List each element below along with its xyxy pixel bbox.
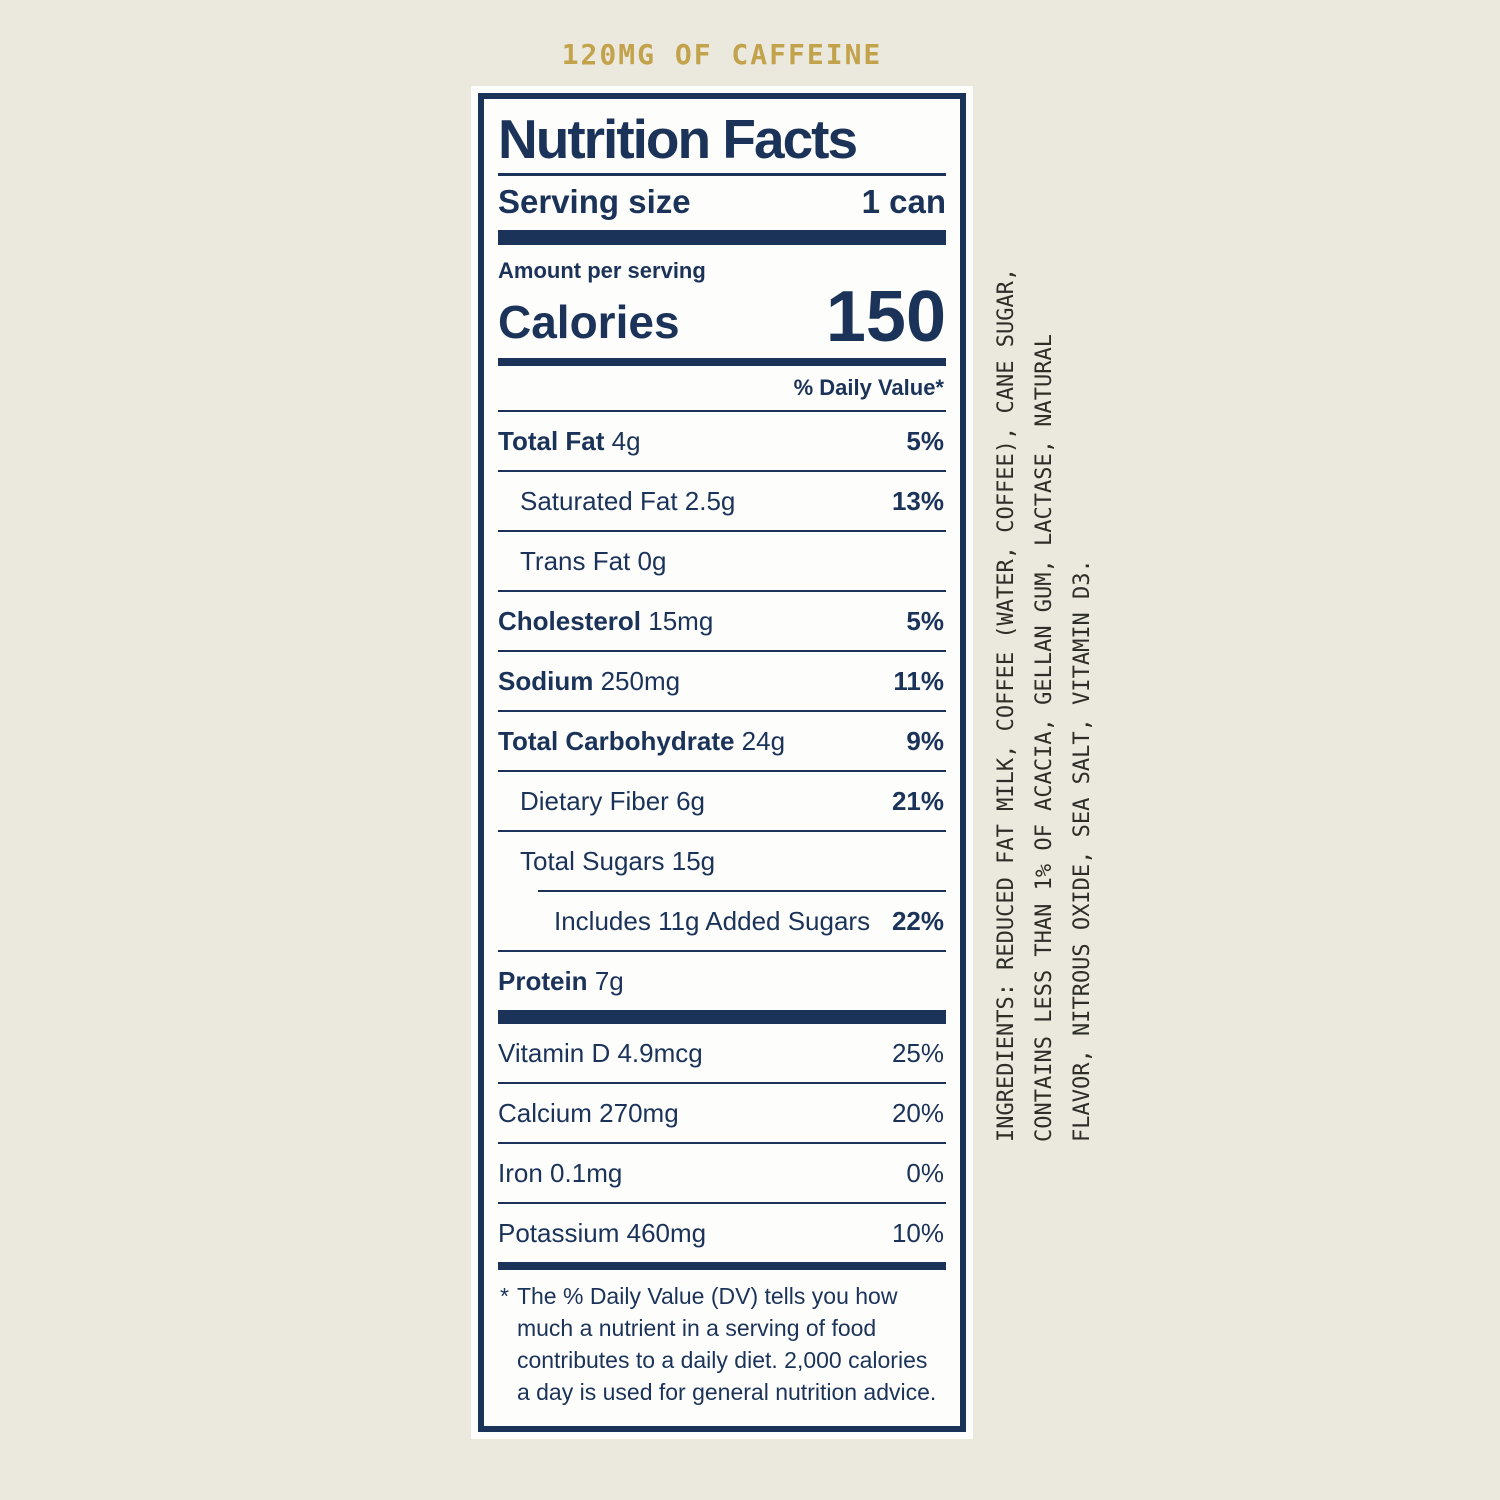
- nutrient-amount: 270mg: [599, 1098, 679, 1128]
- nutrient-dv: 5%: [906, 606, 944, 636]
- nutrient-name: Vitamin D: [498, 1038, 611, 1068]
- nutrient-name: Potassium: [498, 1218, 620, 1248]
- micronutrient-rows: Vitamin D 4.9mcg 25% Calcium 270mg 20% I…: [498, 1024, 946, 1262]
- thick-separator-bar: [498, 1010, 946, 1024]
- nutrient-name: Cholesterol: [498, 606, 642, 636]
- nutrient-row-dietary-fiber: Dietary Fiber 6g 21%: [498, 770, 946, 830]
- nutrient-name: Calcium: [498, 1098, 592, 1128]
- calories-row: Calories 150: [498, 277, 946, 358]
- nutrient-name: Saturated Fat: [520, 486, 678, 516]
- nutrient-row-saturated-fat: Saturated Fat 2.5g 13%: [498, 470, 946, 530]
- nutrient-amount: 250mg: [600, 666, 681, 696]
- nutrient-name: Total Carbohydrate: [498, 726, 735, 756]
- nutrient-row-potassium: Potassium 460mg 10%: [498, 1202, 946, 1262]
- calories-label: Calories: [498, 296, 680, 348]
- daily-value-header: % Daily Value*: [498, 366, 946, 412]
- nutrient-dv: 25%: [891, 1038, 944, 1068]
- nutrient-dv: 20%: [891, 1098, 944, 1128]
- divider: [498, 173, 946, 176]
- nutrient-amount: 6g: [676, 786, 705, 816]
- nutrient-name: Protein: [498, 966, 588, 996]
- serving-size-value: 1 can: [861, 183, 946, 220]
- nutrient-amount: 24g: [741, 726, 786, 756]
- nutrient-dv: 21%: [891, 786, 944, 816]
- nutrient-dv: 11%: [893, 666, 944, 696]
- nutrient-dv: 9%: [906, 726, 944, 756]
- nutrient-dv: 22%: [891, 906, 944, 936]
- amount-per-serving-label: Amount per serving: [498, 258, 706, 283]
- caffeine-callout: 120MG OF CAFFEINE: [561, 38, 883, 71]
- nutrient-row-total-sugars: Total Sugars 15g: [498, 830, 946, 890]
- nutrient-dv: 5%: [906, 426, 944, 456]
- nutrient-row-sodium: Sodium 250mg 11%: [498, 650, 946, 710]
- nutrient-name: Dietary Fiber: [520, 786, 669, 816]
- nutrition-facts-border-box: Nutrition Facts Serving size 1 can Amoun…: [478, 93, 966, 1432]
- nutrient-amount: 460mg: [626, 1218, 707, 1248]
- nutrient-dv: 0%: [906, 1158, 944, 1188]
- nutrient-row-calcium: Calcium 270mg 20%: [498, 1082, 946, 1142]
- nutrient-amount: 4.9mcg: [617, 1038, 703, 1068]
- nutrient-row-total-carbohydrate: Total Carbohydrate 24g 9%: [498, 710, 946, 770]
- daily-value-footnote: * The % Daily Value (DV) tells you how m…: [498, 1270, 946, 1412]
- ingredients-line: CONTAINS LESS THAN 1% OF ACACIA, GELLAN …: [1032, 334, 1057, 1142]
- footnote-text: The % Daily Value (DV) tells you how muc…: [516, 1283, 937, 1405]
- footnote-asterisk: *: [500, 1283, 509, 1309]
- calories-value: 150: [825, 277, 946, 357]
- nutrient-amount: 0g: [637, 546, 667, 576]
- serving-size-row: Serving size 1 can: [498, 176, 946, 230]
- ingredients-line: FLAVOR, NITROUS OXIDE, SEA SALT, VITAMIN…: [1070, 559, 1095, 1142]
- nutrient-row-cholesterol: Cholesterol 15mg 5%: [498, 590, 946, 650]
- ingredients-line: INGREDIENTS: REDUCED FAT MILK, COFFEE (W…: [994, 267, 1019, 1142]
- nutrient-amount: 2.5g: [684, 486, 736, 516]
- nutrient-row-vitamin-d: Vitamin D 4.9mcg 25%: [498, 1024, 946, 1082]
- nutrient-amount: 7g: [594, 966, 624, 996]
- nutrient-amount: 0.1mg: [550, 1158, 623, 1188]
- nutrition-facts-title: Nutrition Facts: [498, 108, 858, 170]
- nutrient-name: Total Fat: [498, 426, 605, 456]
- nutrient-amount: 4g: [611, 426, 641, 456]
- ingredients-vertical-text: INGREDIENTS: REDUCED FAT MILK, COFFEE (W…: [988, 258, 1102, 1142]
- nutrition-facts-panel: Nutrition Facts Serving size 1 can Amoun…: [471, 86, 973, 1439]
- nutrient-name: Iron: [498, 1158, 543, 1188]
- nutrient-dv: 10%: [891, 1218, 944, 1248]
- medium-separator-bar: [498, 358, 946, 366]
- nutrient-row-trans-fat: Trans Fat 0g: [498, 530, 946, 590]
- nutrient-name: Total Sugars: [520, 846, 665, 876]
- nutrient-name: Trans Fat: [520, 546, 631, 576]
- serving-size-label: Serving size: [498, 183, 691, 220]
- footnote-separator-bar: [498, 1262, 946, 1270]
- nutrient-name: Includes 11g Added Sugars: [554, 906, 871, 936]
- nutrient-row-added-sugars: Includes 11g Added Sugars 22%: [538, 890, 946, 950]
- nutrient-row-iron: Iron 0.1mg 0%: [498, 1142, 946, 1202]
- nutrient-row-protein: Protein 7g: [498, 950, 946, 1010]
- nutrient-name: Sodium: [498, 666, 594, 696]
- nutrient-amount: 15g: [671, 846, 716, 876]
- nutrient-row-total-fat: Total Fat 4g 5%: [498, 412, 946, 470]
- nutrient-rows: Total Fat 4g 5% Saturated Fat 2.5g 13% T…: [498, 412, 946, 1010]
- thick-separator-bar: [498, 230, 946, 245]
- nutrient-dv: 13%: [891, 486, 944, 516]
- nutrient-amount: 15mg: [648, 606, 714, 636]
